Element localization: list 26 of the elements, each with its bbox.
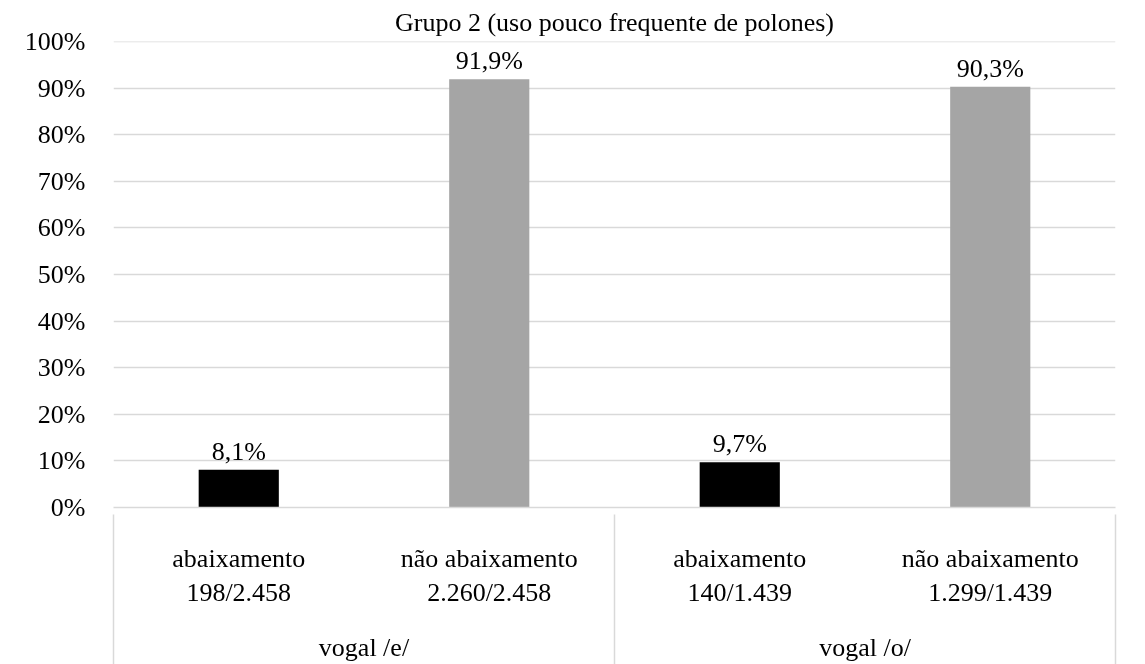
data-label: 90,3% — [956, 53, 1024, 83]
x-tick-label: abaixamento 198/2.458 — [172, 543, 306, 608]
y-tick-label: 10% — [37, 446, 86, 476]
y-tick-label: 50% — [37, 260, 86, 289]
text: vogal /o/ — [819, 632, 912, 662]
x-tick-label: não abaixamento 2.260/2.458 — [400, 543, 578, 608]
x-tick-label: abaixamento 140/1.439 — [673, 543, 807, 608]
y-tick-label: 70% — [37, 166, 86, 196]
data-label: 91,9% — [455, 46, 523, 76]
x-tick-label: não abaixamento 1.299/1.439 — [901, 543, 1079, 608]
bar — [198, 469, 279, 508]
bar — [699, 462, 780, 508]
bar — [449, 79, 530, 508]
y-tick-label: 90% — [37, 73, 86, 103]
y-tick-label: 0% — [50, 493, 86, 522]
y-tick-label: 20% — [37, 399, 86, 429]
y-tick-label: 60% — [37, 213, 86, 243]
bar — [950, 86, 1031, 508]
data-label: 9,7% — [712, 429, 767, 459]
data-label: 8,1% — [211, 436, 266, 466]
y-tick-label: 30% — [37, 353, 86, 383]
text: vogal /e/ — [318, 632, 410, 662]
y-tick-label: 100% — [24, 27, 86, 56]
y-tick-label: 40% — [37, 306, 86, 336]
chart-title: Grupo 2 (uso pouco frequente de polones) — [395, 7, 834, 37]
y-tick-label: 80% — [37, 120, 86, 150]
